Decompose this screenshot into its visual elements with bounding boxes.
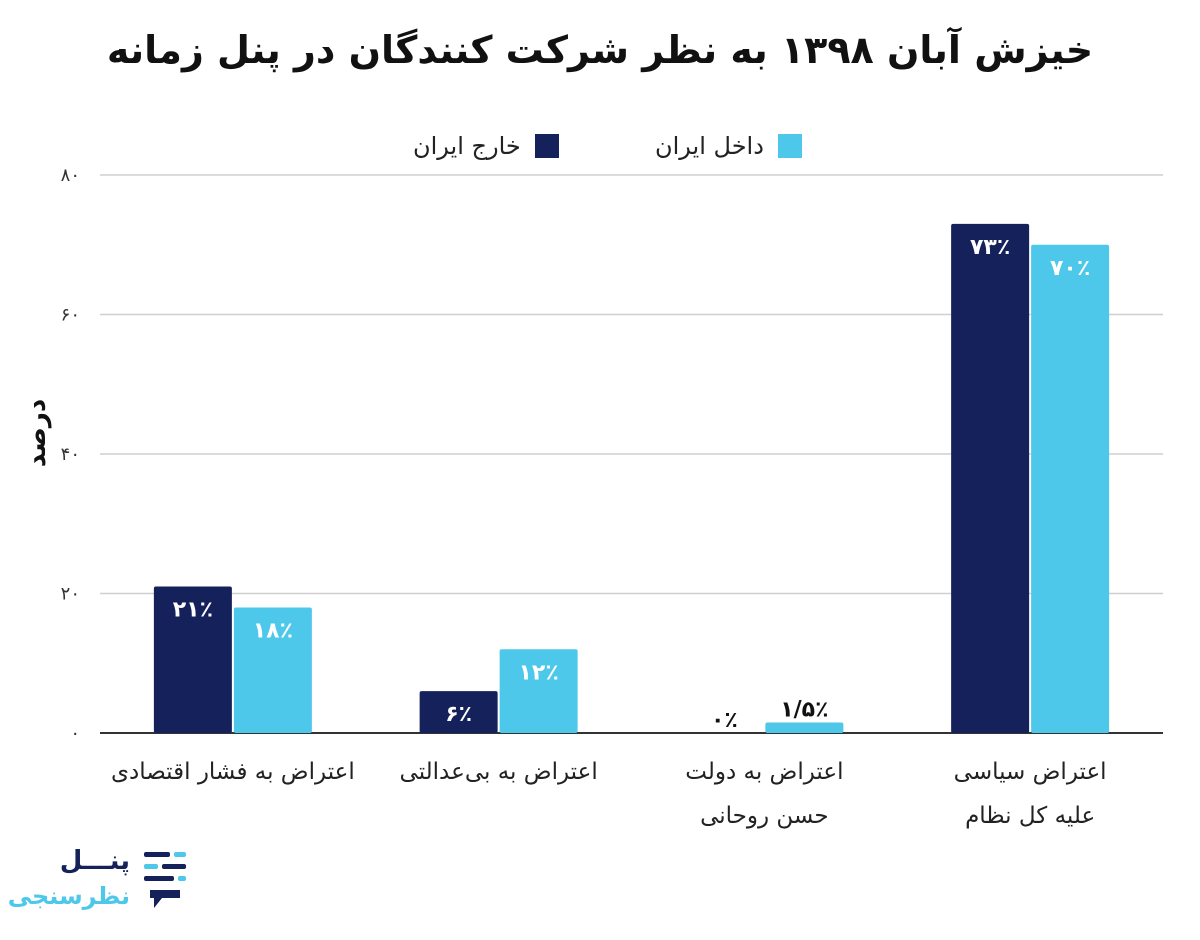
legend-label: داخل ایران bbox=[655, 132, 764, 160]
data-label: ۱/۵٪ bbox=[780, 698, 828, 723]
data-label: ۰٪ bbox=[711, 708, 738, 733]
data-label: ۲۱٪ bbox=[173, 598, 213, 623]
y-tick-label: ۶۰ bbox=[61, 305, 80, 326]
bar bbox=[765, 722, 844, 733]
legend-label: خارج ایران bbox=[413, 132, 521, 160]
data-label: ۱۲٪ bbox=[518, 660, 558, 685]
data-label: ۱۸٪ bbox=[253, 618, 293, 643]
category-label: اعتراض به بی‌عدالتی bbox=[400, 759, 598, 785]
bar bbox=[499, 649, 578, 733]
panel-logo: پنـــل نظرسنجی bbox=[8, 846, 200, 922]
y-tick-label: ۰ bbox=[70, 723, 80, 744]
bar bbox=[951, 223, 1030, 733]
legend-item-inside-iran: داخل ایران bbox=[655, 128, 802, 164]
category-label: اعتراض سیاسی bbox=[954, 759, 1107, 785]
logo-icon bbox=[144, 852, 186, 908]
y-tick-label: ۸۰ bbox=[61, 165, 80, 186]
bar bbox=[1031, 244, 1110, 733]
bar bbox=[419, 691, 498, 733]
legend-item-outside-iran: خارج ایران bbox=[413, 128, 559, 164]
y-tick-label: ۲۰ bbox=[61, 584, 80, 605]
bar bbox=[153, 586, 232, 733]
legend-swatch bbox=[534, 134, 559, 158]
category-label: حسن روحانی bbox=[700, 803, 829, 829]
data-label: ۷۰٪ bbox=[1050, 256, 1090, 281]
category-label: علیه کل نظام bbox=[965, 803, 1095, 829]
data-label: ۶٪ bbox=[445, 702, 472, 727]
logo-text-line2: نظرسنجی bbox=[7, 882, 130, 910]
y-tick-label: ۴۰ bbox=[61, 444, 80, 465]
category-label: اعتراض به دولت bbox=[685, 759, 843, 785]
logo-text-line1: پنـــل bbox=[59, 846, 130, 876]
chart-title: خیزش آبان ۱۳۹۸ به نظر شرکت کنندگان در پن… bbox=[106, 28, 1094, 72]
category-label: اعتراض به فشار اقتصادی bbox=[111, 759, 355, 785]
bar bbox=[233, 607, 312, 733]
data-label: ۷۳٪ bbox=[970, 235, 1010, 260]
legend-swatch bbox=[777, 134, 802, 158]
